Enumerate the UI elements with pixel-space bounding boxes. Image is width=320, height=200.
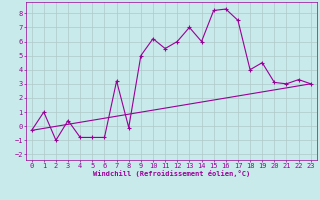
X-axis label: Windchill (Refroidissement éolien,°C): Windchill (Refroidissement éolien,°C) xyxy=(92,170,250,177)
